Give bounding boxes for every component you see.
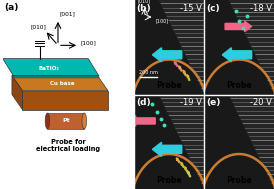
Text: Probe: Probe: [156, 176, 182, 185]
Text: (e): (e): [206, 98, 220, 107]
FancyArrow shape: [176, 158, 180, 163]
Text: [010]: [010]: [138, 0, 151, 3]
FancyArrow shape: [222, 48, 252, 62]
FancyArrow shape: [174, 61, 178, 67]
Text: -15 V: -15 V: [180, 4, 202, 13]
Text: [001]: [001]: [60, 11, 76, 16]
FancyArrow shape: [152, 48, 182, 62]
FancyArrow shape: [188, 171, 190, 177]
Text: 200 nm: 200 nm: [139, 70, 158, 75]
FancyArrow shape: [225, 21, 252, 32]
Ellipse shape: [82, 113, 87, 129]
Polygon shape: [134, 0, 204, 94]
Text: -18 V: -18 V: [250, 4, 272, 13]
Ellipse shape: [45, 113, 50, 129]
Text: BaTiO₃: BaTiO₃: [38, 66, 59, 70]
FancyArrow shape: [187, 75, 190, 81]
Text: Pt: Pt: [62, 119, 70, 123]
Text: [100]: [100]: [155, 18, 168, 23]
Text: -19 V: -19 V: [180, 98, 202, 107]
Polygon shape: [22, 91, 108, 110]
Polygon shape: [204, 0, 274, 94]
FancyArrow shape: [181, 162, 184, 168]
Text: Cu base: Cu base: [50, 81, 74, 86]
Text: Probe: Probe: [226, 81, 252, 90]
Polygon shape: [12, 76, 22, 110]
Text: (a): (a): [4, 3, 18, 12]
Polygon shape: [204, 94, 274, 189]
Text: (b): (b): [136, 4, 151, 13]
Text: Probe: Probe: [226, 176, 252, 185]
Text: (d): (d): [136, 98, 151, 107]
Text: [100]: [100]: [80, 41, 96, 46]
FancyArrow shape: [179, 66, 182, 71]
Polygon shape: [204, 94, 274, 189]
Polygon shape: [134, 0, 204, 94]
FancyArrow shape: [185, 167, 188, 172]
Polygon shape: [12, 76, 108, 91]
FancyArrow shape: [183, 70, 186, 76]
Polygon shape: [3, 59, 99, 76]
Polygon shape: [204, 0, 274, 94]
Polygon shape: [134, 94, 204, 189]
Polygon shape: [13, 76, 99, 78]
Text: -20 V: -20 V: [250, 98, 272, 107]
Text: [010]: [010]: [30, 24, 46, 29]
Text: Probe: Probe: [156, 81, 182, 90]
Text: (c): (c): [206, 4, 219, 13]
FancyArrow shape: [129, 116, 155, 126]
Bar: [47, 113, 84, 129]
Text: Probe for
electrical loading: Probe for electrical loading: [36, 139, 101, 152]
FancyArrow shape: [152, 142, 182, 156]
Polygon shape: [134, 94, 204, 189]
